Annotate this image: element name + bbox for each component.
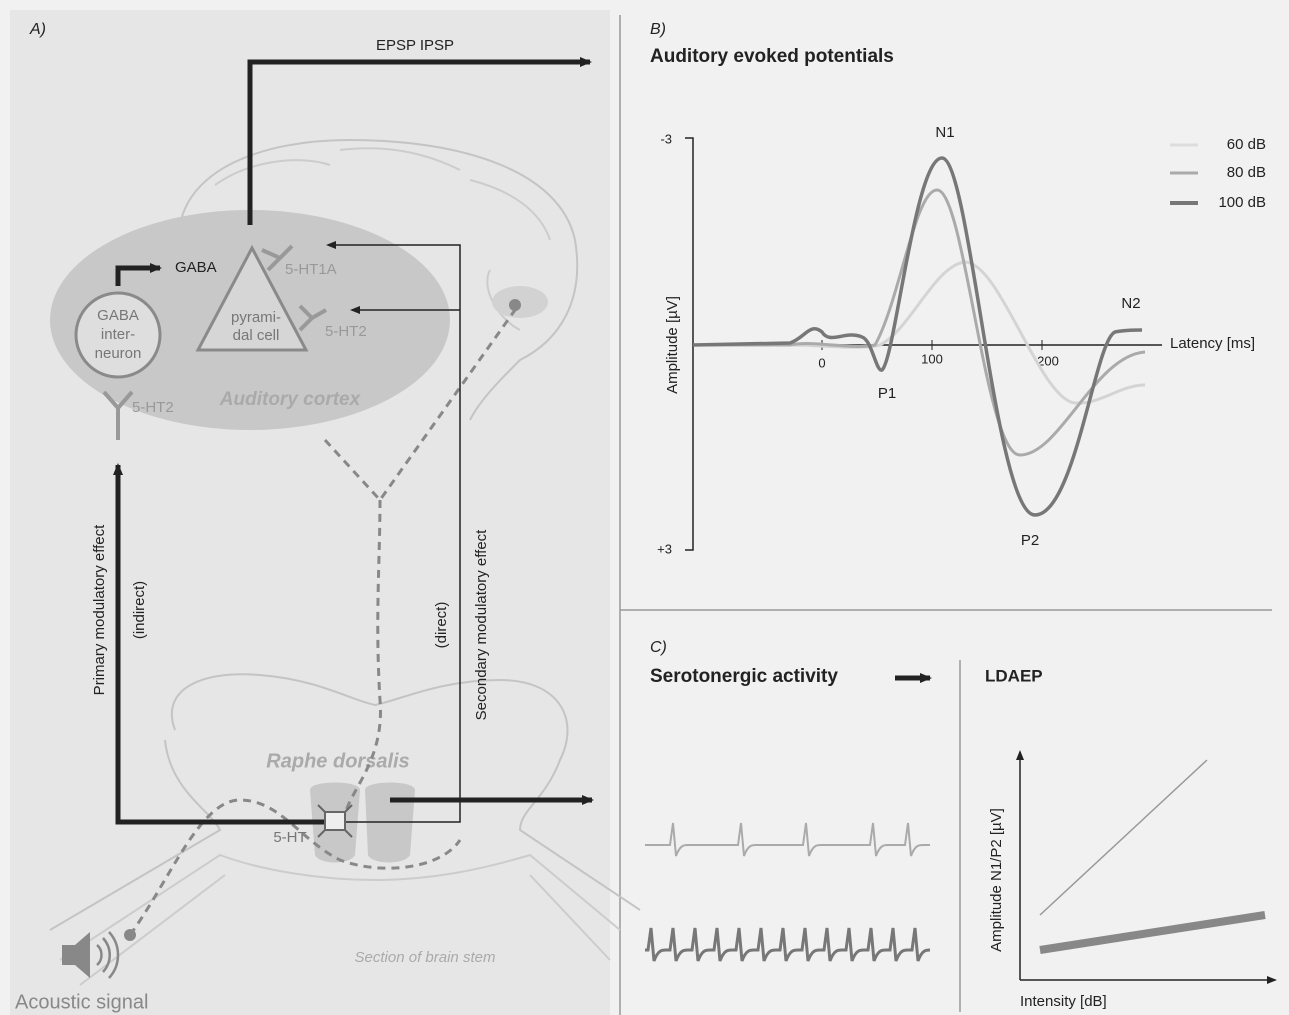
- x-axis-label: Latency [ms]: [1170, 335, 1255, 352]
- figure: A) EPSP IPSP GABA inter- neuron GABA pyr…: [0, 0, 1289, 1015]
- terminal: [124, 929, 136, 941]
- raphe-label: Raphe dorsalis: [266, 750, 409, 772]
- acoustic-signal: Acoustic signal: [15, 991, 148, 1013]
- receptor-label: 5-HT2: [132, 399, 174, 416]
- receptor-label: 5-HT2: [325, 323, 367, 340]
- y-tick-label: -3: [660, 131, 672, 146]
- auditory-cortex: Auditory cortex: [219, 389, 362, 410]
- x-axis-label: Intensity [dB]: [1020, 993, 1107, 1010]
- legend-label: 100 dB: [1218, 194, 1266, 211]
- y-axis-label: Amplitude [µV]: [664, 296, 681, 394]
- legend-label: 80 dB: [1227, 164, 1266, 181]
- panel-label: C): [650, 639, 667, 656]
- pyramidal-label: pyrami-: [231, 309, 281, 326]
- y-tick-label: +3: [657, 541, 672, 556]
- panel-title: Auditory evoked potentials: [650, 46, 894, 67]
- legend-label: 60 dB: [1227, 136, 1266, 153]
- serotonin-cell: [325, 812, 345, 830]
- terminal: [509, 299, 521, 311]
- panel-label: B): [650, 21, 666, 38]
- primary-effect-label: Primary modulatory effect: [91, 524, 108, 695]
- panel-title: Serotonergic activity: [650, 666, 838, 687]
- brain-stem-label: Section of brain stem: [355, 949, 496, 966]
- pyramidal-label: dal cell: [233, 327, 280, 344]
- x-tick-label: 100: [921, 351, 943, 366]
- interneuron-label: neuron: [95, 345, 142, 362]
- receptor-label: 5-HT1A: [285, 261, 337, 278]
- ldaep-title: LDAEP: [985, 666, 1043, 685]
- indirect-label: (indirect): [131, 581, 148, 639]
- epsp-ipsp: EPSP IPSP: [376, 37, 454, 54]
- y-axis-label: Amplitude N1/P2 [µV]: [988, 808, 1005, 952]
- interneuron-label: GABA: [97, 307, 139, 324]
- interneuron-label: inter-: [101, 326, 135, 343]
- direct-label: (direct): [433, 602, 450, 649]
- x-tick-label: 0: [818, 355, 825, 370]
- peak-label: P1: [878, 385, 896, 402]
- secondary-effect-label: Secondary modulatory effect: [473, 529, 490, 720]
- peak-label: N2: [1121, 295, 1140, 312]
- gaba-label: GABA: [175, 259, 217, 276]
- peak-label: N1: [935, 124, 954, 141]
- serotonin-label: 5-HT: [273, 829, 306, 846]
- peak-label: P2: [1021, 532, 1039, 549]
- panel-label: A): [29, 21, 46, 38]
